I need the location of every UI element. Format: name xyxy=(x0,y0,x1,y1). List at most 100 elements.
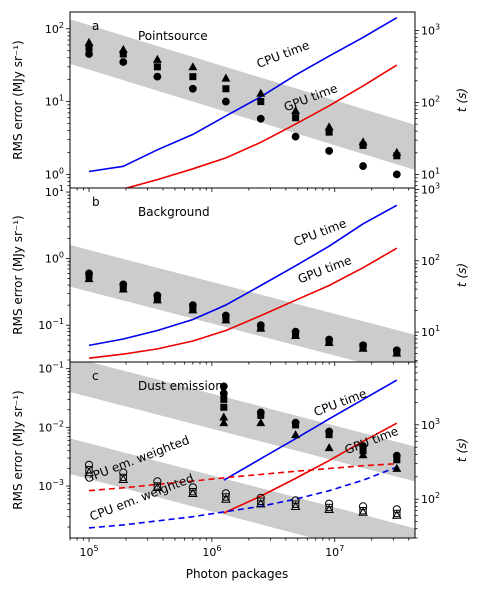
triangle-marker xyxy=(291,430,301,439)
panel-b: CPU time GPU time 10−1 100 101 101 102 103 RMS e… xyxy=(11,182,469,366)
open-triangle-marker xyxy=(118,474,129,484)
panel-title: Dust emission xyxy=(138,379,223,393)
open-square-marker xyxy=(222,493,230,501)
open-triangle-marker xyxy=(290,501,301,511)
y-left-tick-label: 100 xyxy=(45,166,64,181)
x-tick-label: 106 xyxy=(202,544,221,559)
plot-area xyxy=(70,17,415,188)
circle-marker xyxy=(325,147,334,155)
y-left-tick-label: 10−1 xyxy=(38,361,64,376)
circle-marker xyxy=(153,72,162,81)
plot-area xyxy=(70,204,415,362)
triangle-marker xyxy=(84,274,94,283)
triangle-marker xyxy=(392,348,402,357)
y-left-tick-label: 101 xyxy=(45,184,64,199)
y-right-tick-label: 101 xyxy=(421,167,440,182)
triangle-marker xyxy=(84,37,94,46)
dashed-line-series xyxy=(88,466,398,529)
square-marker xyxy=(153,63,161,71)
triangle-marker xyxy=(291,330,301,339)
open-triangle-marker xyxy=(84,467,94,477)
y-right-tick-label: 103 xyxy=(421,22,440,37)
panel-letter: c xyxy=(92,369,99,383)
x-tick-label: 105 xyxy=(79,544,98,559)
line-series xyxy=(88,204,398,347)
triangle-marker xyxy=(291,106,301,115)
circle-marker xyxy=(256,114,265,123)
square-marker xyxy=(220,395,228,403)
triangle-marker xyxy=(256,418,266,427)
triangle-marker xyxy=(324,443,334,452)
triangle-marker xyxy=(219,418,229,427)
y-right-tick-label: 102 xyxy=(421,94,440,109)
y-right-tick-label: 102 xyxy=(421,491,440,506)
triangle-marker xyxy=(221,73,231,82)
triangle-marker xyxy=(152,54,162,63)
circle-marker xyxy=(221,97,230,106)
y-left-tick-label: 10−3 xyxy=(38,478,64,493)
y-right-axis-title: t (s) xyxy=(455,263,469,287)
line-annotation: CPU time xyxy=(255,38,312,71)
open-square-marker xyxy=(291,500,300,508)
square-marker xyxy=(220,403,228,411)
convergence-band xyxy=(70,362,415,482)
triangle-marker xyxy=(358,343,368,352)
y-right-tick-label: 103 xyxy=(421,417,440,432)
triangle-marker xyxy=(256,88,266,97)
square-marker xyxy=(257,98,265,106)
open-triangle-marker xyxy=(391,510,402,519)
triangle-marker xyxy=(358,137,368,146)
triangle-marker xyxy=(324,122,334,131)
circle-marker xyxy=(119,58,128,66)
y-left-axis-title: RMS error (MJy sr⁻¹) xyxy=(11,390,25,510)
open-triangle-marker xyxy=(152,482,163,491)
plot-area xyxy=(70,362,415,538)
circle-marker xyxy=(392,170,401,179)
triangle-marker xyxy=(118,44,128,53)
line-annotation: GPU time xyxy=(296,253,354,286)
panel-letter: a xyxy=(92,19,99,33)
line-series xyxy=(223,379,398,481)
y-left-axis-title: RMS error (MJy sr⁻¹) xyxy=(11,215,25,335)
panel-title: Pointsource xyxy=(138,29,208,43)
x-axis-title: Photon packages xyxy=(186,567,289,581)
open-circle-marker xyxy=(325,499,334,508)
triangle-marker xyxy=(392,463,402,472)
line-series xyxy=(88,247,398,359)
y-left-tick-label: 10−2 xyxy=(38,419,64,434)
triangle-marker xyxy=(188,62,198,71)
y-right-axis-title: t (s) xyxy=(455,88,469,112)
y-left-axis-title: RMS error (MJy sr⁻¹) xyxy=(11,40,25,160)
triangle-marker xyxy=(358,450,368,459)
square-marker xyxy=(393,456,401,464)
y-left-tick-label: 102 xyxy=(45,21,64,36)
triangle-marker xyxy=(221,315,231,324)
open-square-marker xyxy=(119,473,127,482)
y-right-tick-label: 103 xyxy=(421,182,440,197)
panel-letter: b xyxy=(92,195,100,209)
y-right-axis-title: t (s) xyxy=(455,438,469,462)
line-annotation: CPU time xyxy=(312,386,369,419)
circle-marker xyxy=(291,132,300,141)
square-marker xyxy=(292,421,300,429)
square-marker xyxy=(222,85,230,93)
y-left-tick-label: 10−1 xyxy=(38,317,64,332)
circle-marker xyxy=(188,84,197,93)
triangle-marker xyxy=(324,337,334,346)
square-marker xyxy=(325,431,333,439)
y-right-tick-label: 101 xyxy=(421,324,440,339)
square-marker xyxy=(257,411,265,419)
triangle-marker xyxy=(152,295,162,304)
y-right-tick-label: 102 xyxy=(421,253,440,268)
line-series xyxy=(88,17,398,173)
y-left-tick-label: 100 xyxy=(45,251,64,266)
square-marker xyxy=(292,114,300,122)
line-series xyxy=(123,64,398,188)
open-triangle-marker xyxy=(358,507,368,516)
triangle-marker xyxy=(118,284,128,293)
convergence-band xyxy=(70,245,415,362)
dashed-line-series xyxy=(88,462,397,492)
open-circle-marker xyxy=(153,477,162,486)
